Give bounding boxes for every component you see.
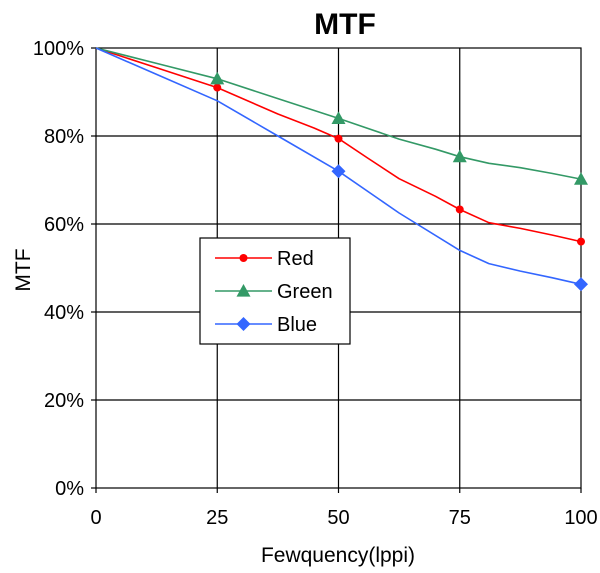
x-tick-label: 50 [327,507,349,529]
series-line-green [95,47,582,180]
data-point-green [331,111,346,124]
chart-title: MTF [314,8,376,41]
y-tick-label: 0% [55,478,84,500]
x-tick-label: 25 [206,507,228,529]
legend: Red Green Blue [199,237,351,345]
x-tick-label: 100 [564,507,597,529]
y-axis-ticks: 0% 20% 40% 60% 80% 100% [33,38,96,500]
y-tick-label: 40% [44,302,84,324]
y-axis-title: MTF [12,248,35,291]
data-point-red [334,134,343,143]
series-line-red [95,47,582,243]
data-point-red [213,83,222,92]
legend-marker-blue [236,317,251,331]
data-point-blue [331,164,346,179]
legend-label-red: Red [277,248,314,270]
y-tick-label: 80% [44,126,84,148]
legend-label-blue: Blue [277,314,317,336]
series-lines [95,47,582,286]
x-tick-label: 0 [90,507,101,529]
data-point-green [574,172,588,185]
x-tick-label: 75 [449,507,471,529]
x-axis-ticks: 0 25 50 75 100 [90,488,598,529]
y-tick-label: 100% [33,38,84,60]
legend-marker-green [236,284,251,297]
data-point-blue [574,277,588,292]
data-point-green [210,71,225,85]
data-point-green [452,149,467,163]
series-markers [210,71,588,292]
y-tick-label: 20% [44,390,84,412]
y-tick-label: 60% [44,214,84,236]
legend-label-green: Green [277,281,333,303]
legend-marker-red [239,254,248,262]
data-point-red [577,237,585,246]
series-line-blue [95,47,582,286]
x-axis-title: Fewquency(lppi) [261,544,415,567]
data-point-red [455,205,464,214]
legend-items: Red Green Blue [215,248,333,336]
